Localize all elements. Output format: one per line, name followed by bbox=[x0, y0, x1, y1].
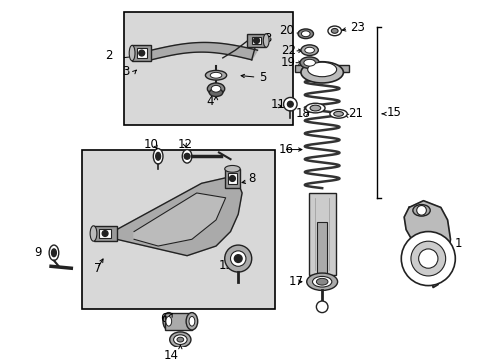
Text: 22: 22 bbox=[280, 44, 295, 57]
Bar bbox=[132, 45, 151, 61]
Circle shape bbox=[139, 50, 144, 56]
Bar bbox=[295, 65, 348, 72]
Ellipse shape bbox=[186, 312, 197, 330]
Ellipse shape bbox=[205, 71, 226, 80]
Ellipse shape bbox=[306, 273, 337, 291]
Ellipse shape bbox=[331, 28, 337, 33]
Polygon shape bbox=[404, 201, 449, 288]
Text: 20: 20 bbox=[278, 24, 293, 37]
Text: 8: 8 bbox=[247, 172, 255, 185]
Circle shape bbox=[287, 101, 293, 107]
Circle shape bbox=[184, 153, 190, 159]
Bar bbox=[99, 229, 111, 238]
Ellipse shape bbox=[189, 316, 194, 326]
Text: 7: 7 bbox=[93, 262, 101, 275]
Bar bbox=[137, 48, 146, 58]
Bar bbox=[224, 169, 240, 188]
Bar bbox=[124, 12, 293, 125]
Ellipse shape bbox=[304, 47, 314, 53]
Ellipse shape bbox=[211, 85, 221, 92]
Bar bbox=[308, 193, 335, 275]
Text: 21: 21 bbox=[347, 107, 363, 120]
Ellipse shape bbox=[307, 62, 336, 77]
Ellipse shape bbox=[224, 166, 240, 172]
Ellipse shape bbox=[301, 31, 309, 37]
Text: 9: 9 bbox=[34, 246, 41, 259]
Ellipse shape bbox=[300, 45, 318, 55]
Text: 5: 5 bbox=[259, 71, 266, 84]
Ellipse shape bbox=[312, 276, 331, 287]
Bar bbox=[164, 312, 191, 330]
Polygon shape bbox=[151, 42, 257, 60]
Circle shape bbox=[283, 98, 297, 111]
Ellipse shape bbox=[207, 83, 224, 95]
Ellipse shape bbox=[163, 312, 174, 330]
Bar bbox=[93, 226, 117, 241]
Ellipse shape bbox=[298, 29, 313, 39]
Text: 4: 4 bbox=[206, 95, 213, 108]
Bar bbox=[317, 222, 326, 285]
Ellipse shape bbox=[182, 149, 191, 163]
Ellipse shape bbox=[263, 34, 268, 47]
Ellipse shape bbox=[309, 105, 320, 111]
Circle shape bbox=[224, 245, 251, 272]
Ellipse shape bbox=[316, 278, 327, 285]
Ellipse shape bbox=[155, 152, 160, 160]
Ellipse shape bbox=[129, 45, 135, 61]
Ellipse shape bbox=[333, 112, 343, 116]
Ellipse shape bbox=[209, 89, 223, 96]
Text: 10: 10 bbox=[143, 138, 158, 151]
Text: 1: 1 bbox=[453, 237, 461, 249]
Ellipse shape bbox=[412, 204, 429, 216]
Bar bbox=[227, 173, 237, 184]
Ellipse shape bbox=[169, 332, 190, 347]
Text: 14: 14 bbox=[163, 348, 178, 360]
Text: 18: 18 bbox=[296, 107, 310, 120]
Ellipse shape bbox=[300, 62, 343, 83]
Circle shape bbox=[401, 231, 454, 285]
Text: 3: 3 bbox=[264, 32, 271, 45]
Ellipse shape bbox=[51, 249, 56, 257]
Circle shape bbox=[230, 251, 245, 266]
Text: 12: 12 bbox=[177, 138, 192, 151]
Circle shape bbox=[102, 231, 108, 237]
Text: 11: 11 bbox=[270, 98, 285, 111]
Ellipse shape bbox=[90, 226, 97, 241]
Text: 6: 6 bbox=[160, 312, 167, 325]
Text: 3: 3 bbox=[122, 65, 129, 78]
Circle shape bbox=[253, 38, 259, 44]
Text: 15: 15 bbox=[386, 107, 401, 120]
Circle shape bbox=[316, 301, 327, 312]
Text: 19: 19 bbox=[280, 56, 295, 69]
Ellipse shape bbox=[303, 59, 315, 66]
Ellipse shape bbox=[210, 72, 222, 78]
Polygon shape bbox=[113, 176, 242, 256]
Bar bbox=[251, 37, 261, 44]
Bar bbox=[82, 149, 274, 309]
Ellipse shape bbox=[49, 245, 59, 261]
Ellipse shape bbox=[177, 337, 183, 342]
Circle shape bbox=[416, 206, 426, 215]
Ellipse shape bbox=[305, 103, 325, 113]
Bar bbox=[246, 34, 265, 47]
Text: 13: 13 bbox=[219, 259, 233, 272]
Ellipse shape bbox=[165, 316, 171, 326]
Circle shape bbox=[234, 255, 242, 262]
Ellipse shape bbox=[173, 335, 187, 345]
Circle shape bbox=[229, 176, 235, 181]
Text: 23: 23 bbox=[349, 21, 364, 33]
Text: 16: 16 bbox=[278, 143, 293, 156]
Text: 17: 17 bbox=[288, 275, 303, 288]
Ellipse shape bbox=[153, 149, 163, 164]
Ellipse shape bbox=[329, 109, 346, 118]
Ellipse shape bbox=[327, 26, 341, 36]
Text: 2: 2 bbox=[105, 49, 113, 63]
Polygon shape bbox=[134, 193, 225, 246]
Circle shape bbox=[410, 241, 445, 276]
Ellipse shape bbox=[299, 57, 319, 68]
Circle shape bbox=[418, 249, 437, 268]
